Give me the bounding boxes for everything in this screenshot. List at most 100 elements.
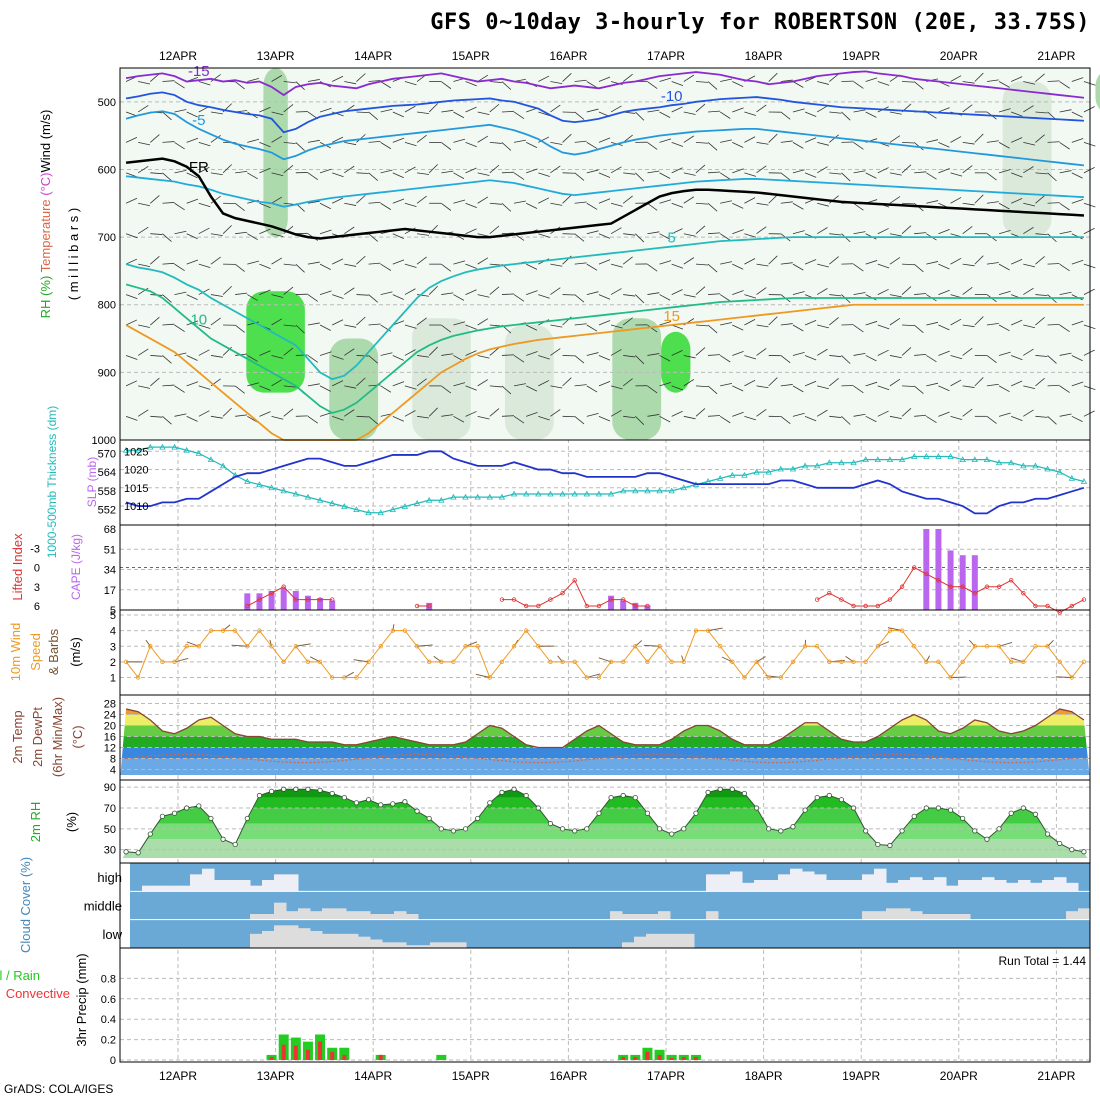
wind-barb [998,412,1011,417]
temperature-line [125,708,1085,749]
wind-barb [950,136,962,143]
wind-barb [986,262,999,265]
precip-axis-title: Convective [6,986,70,1001]
thickness-marker [207,456,215,463]
wind-barb [307,172,318,181]
precip-total-bar [436,1054,447,1060]
wind-barb [816,166,828,174]
temperature-contour [125,236,1084,381]
contour-label: 15 [663,308,680,325]
wind-barb [404,410,416,417]
wind-speed-point [160,659,165,665]
cloud-cell [298,908,311,920]
wind-barb [744,136,756,143]
wind-barb [489,202,502,205]
wind-barb [707,202,718,212]
wind-speed-point [669,659,674,665]
chart-title: GFS 0~10day 3-hourly for ROBERTSON (20E,… [430,10,1090,35]
wind-barb [174,81,185,89]
wind-barb [368,80,381,82]
wind-barb [1011,355,1023,361]
wind-barb [404,166,416,174]
cape-bar [608,595,615,610]
thickness-marker [595,490,603,497]
wind-barb [1011,76,1023,82]
wind-barb [1011,137,1023,143]
wind-barb [344,263,357,267]
cloud-cell [442,942,455,948]
thickness-marker [607,490,615,497]
wind-barb [562,73,572,82]
wind-barb [295,263,305,273]
wind-barb [186,259,199,265]
wind-barb [235,292,248,295]
wind-speed-point [717,644,723,649]
wind-barb [356,316,366,326]
wind-barb [768,72,778,82]
wind-barb [962,226,973,235]
cloud-cell [778,874,791,892]
wind-barb [574,416,585,425]
wind-barb [635,416,645,425]
rh-humidity-area [263,68,288,238]
wind-barb [501,171,514,174]
wind-barb [1083,227,1095,235]
wind-speed-point [887,628,893,633]
wind-barb [853,231,866,235]
thickness-marker [353,506,360,513]
wind-barb [695,286,706,295]
wind-barb [574,172,585,181]
wind-barb [319,202,331,210]
wind-barb [732,168,744,174]
wind-barb [744,258,756,265]
wind-axis-title: & Barbs [46,628,61,675]
wind-barb [1035,294,1048,297]
wind-barb [198,81,211,86]
cloud-cell [982,877,995,892]
wind-barb [889,111,902,115]
wind-barb [392,137,405,143]
wind-barb [344,287,355,295]
surface-wind-barb [1010,657,1024,663]
wind-barb [465,350,477,356]
wind-barb [901,347,912,356]
wind-barb [283,385,296,388]
rh-point [984,836,990,842]
wind-barb [332,355,344,360]
cloud-row-label: high [97,870,122,885]
wind-barb [271,318,283,326]
lifted-index-line [501,579,648,607]
wind-barb [137,105,149,113]
wind-barb [428,164,438,174]
li-axis-title: Lifted Index [10,533,25,601]
wind-barb [817,81,829,85]
wind-barb [356,355,369,357]
wind-barb [732,107,744,113]
wind-barb [962,408,973,417]
wind-barb [708,232,721,235]
wind-barb [186,355,198,361]
rh-point [450,828,457,834]
wind-barb [938,289,950,295]
wind-barb [125,136,138,143]
wind-barb [174,413,187,417]
thickness-marker [1044,465,1051,472]
precip-convective-bar [633,1056,638,1060]
wind-barb [332,415,344,421]
wind-barb [392,198,405,204]
wind-barb [283,81,296,84]
surface-wind-barb [174,658,189,663]
thickness-marker [256,481,263,488]
wind-barb [998,385,1010,393]
wind-barb [380,385,392,393]
wind-barb [598,172,611,178]
surface-wind-barb [586,673,601,678]
wind-barb [889,294,902,298]
wind-barb [744,319,756,326]
wind-barb [877,167,889,174]
wind-barb [550,324,563,328]
thickness-tick-label: 558 [98,486,116,498]
wind-barb [307,355,318,363]
wind-barb [635,294,645,304]
wind-barb [671,289,683,295]
